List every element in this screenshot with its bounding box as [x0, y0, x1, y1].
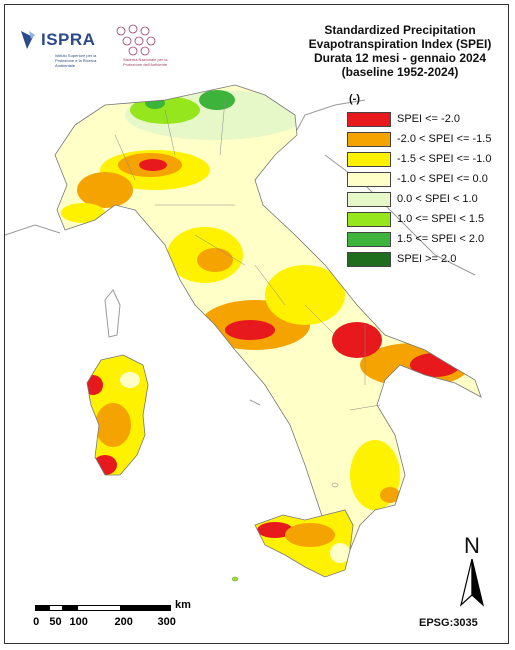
legend-label: -1.5 < SPEI <= -1.0	[397, 153, 492, 165]
legend-label: -1.0 < SPEI <= 0.0	[397, 173, 488, 185]
scale-tick: 0	[33, 616, 40, 628]
legend-label: SPEI >= 2.0	[397, 253, 457, 265]
legend-swatch	[347, 251, 391, 267]
title-line-4: (baseline 1952-2024)	[341, 65, 459, 79]
legend-item: -1.0 < SPEI <= 0.0	[347, 171, 491, 187]
scale-segment	[63, 605, 77, 611]
scale-tick: 100	[69, 616, 88, 628]
ispra-logo: ISPRA	[19, 29, 95, 51]
ispra-logo-text: ISPRA	[41, 30, 96, 49]
region-borders	[114, 99, 381, 411]
sicily-region	[255, 510, 353, 577]
legend-label: SPEI <= -2.0	[397, 113, 460, 125]
legend-label: 1.0 <= SPEI < 1.5	[397, 213, 485, 225]
north-arrow: N	[457, 535, 487, 612]
title-line-2: Evapotranspiration Index (SPEI)	[308, 37, 492, 51]
legend-swatch	[347, 111, 391, 127]
scale-bar: km 0 50 100 200 300	[33, 599, 191, 630]
scale-tick: 300	[157, 616, 176, 628]
title-line-1: Standardized Precipitation	[324, 23, 476, 37]
legend-label: 1.5 <= SPEI < 2.0	[397, 233, 485, 245]
north-arrow-icon	[459, 558, 485, 607]
scale-segment	[121, 605, 171, 611]
scale-segment	[49, 605, 63, 611]
legend-item: 0.0 < SPEI < 1.0	[347, 191, 491, 207]
legend-swatch	[347, 191, 391, 207]
legend-item: SPEI >= 2.0	[347, 251, 491, 267]
ispra-logo-icon	[21, 31, 35, 49]
snpa-logo-icon	[116, 24, 156, 56]
scale-tick: 50	[49, 616, 62, 628]
crs-label: EPSG:3035	[419, 617, 478, 629]
legend-swatch	[347, 231, 391, 247]
scale-tick: 200	[114, 616, 133, 628]
ispra-logo-subtext: Istituto Superiore per la Protezione e l…	[55, 53, 97, 68]
map-frame: ISPRA Istituto Superiore per la Protezio…	[4, 4, 509, 644]
north-letter: N	[464, 533, 480, 558]
legend-unit: (-)	[349, 93, 360, 105]
spei-map	[5, 84, 482, 582]
map-title: Standardized Precipitation Evapotranspir…	[295, 23, 505, 79]
snpa-logo-subtext: Sistema Nazionale per la Protezione dell…	[123, 57, 168, 67]
legend-swatch	[347, 131, 391, 147]
legend-item: 1.0 <= SPEI < 1.5	[347, 211, 491, 227]
legend-label: -2.0 < SPEI <= -1.5	[397, 133, 492, 145]
legend-item: SPEI <= -2.0	[347, 111, 491, 127]
scale-segment	[35, 605, 49, 611]
scale-unit: km	[175, 599, 191, 611]
legend-label: 0.0 < SPEI < 1.0	[397, 193, 478, 205]
legend-item: -1.5 < SPEI <= -1.0	[347, 151, 491, 167]
legend-item: -2.0 < SPEI <= -1.5	[347, 131, 491, 147]
title-line-3: Durata 12 mesi - gennaio 2024	[313, 51, 487, 65]
legend: (-) SPEI <= -2.0 -2.0 < SPEI <= -1.5 -1.…	[347, 93, 491, 271]
scale-segment	[77, 605, 121, 611]
legend-item: 1.5 <= SPEI < 2.0	[347, 231, 491, 247]
legend-swatch	[347, 171, 391, 187]
legend-swatch	[347, 211, 391, 227]
legend-swatch	[347, 151, 391, 167]
